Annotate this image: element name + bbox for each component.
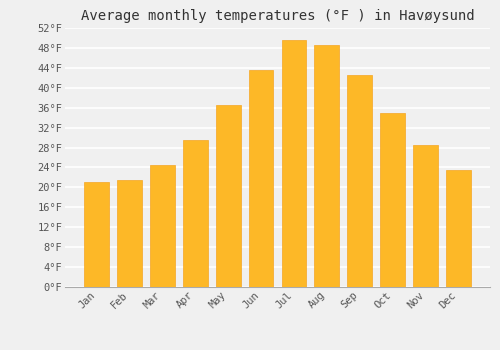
Bar	[183, 140, 208, 287]
Bar	[380, 113, 405, 287]
Title: Average monthly temperatures (°F ) in Havøysund: Average monthly temperatures (°F ) in Ha…	[80, 9, 474, 23]
Bar	[348, 75, 372, 287]
Bar	[150, 165, 174, 287]
Bar	[413, 145, 438, 287]
Bar	[282, 41, 306, 287]
Bar	[216, 105, 240, 287]
Bar	[248, 70, 274, 287]
Bar	[117, 180, 142, 287]
Bar	[446, 170, 470, 287]
Bar	[84, 182, 109, 287]
Bar	[314, 46, 339, 287]
